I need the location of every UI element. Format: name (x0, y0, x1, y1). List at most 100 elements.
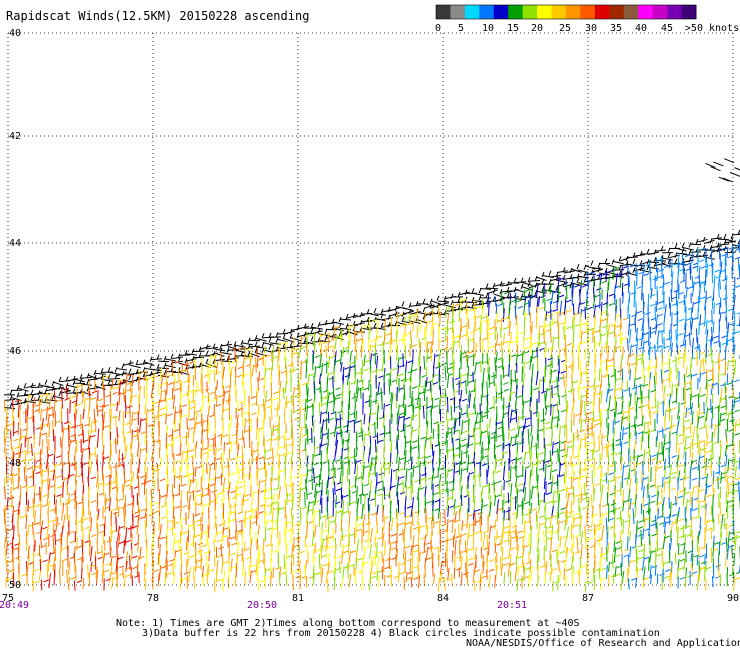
flagged-barb (122, 379, 134, 384)
wind-barb (509, 348, 511, 361)
wind-barb (515, 314, 518, 326)
flagged-barb (388, 307, 400, 312)
wind-barb (250, 486, 252, 497)
wind-barb (586, 280, 590, 294)
wind-barb-flag (636, 377, 642, 380)
wind-barb-flag (566, 515, 572, 519)
wind-barb (136, 563, 139, 578)
wind-barb (396, 522, 399, 536)
wind-barb-flag (398, 468, 404, 472)
flagged-barb (142, 372, 146, 378)
wind-barb (374, 466, 376, 477)
wind-barb (418, 551, 421, 563)
wind-barb (129, 475, 133, 491)
wind-barb (90, 517, 93, 532)
wind-barb-flag (538, 452, 545, 456)
wind-barb-flag (581, 322, 587, 326)
wind-barb (4, 549, 7, 565)
wind-barb (529, 355, 532, 370)
wind-barb (593, 543, 596, 558)
wind-barb (594, 353, 597, 365)
wind-barb (116, 401, 119, 412)
wind-barb-flag (76, 402, 83, 406)
wind-barb (88, 417, 91, 428)
wind-barb (264, 575, 266, 589)
wind-barb (514, 566, 518, 582)
wind-barb (494, 574, 497, 588)
wind-barb-flag (601, 318, 607, 322)
wind-barb (151, 394, 154, 406)
wind-barb (586, 322, 589, 334)
wind-barb (405, 572, 408, 583)
wind-barb (467, 523, 471, 538)
flagged-barb (23, 383, 27, 389)
flagged-barb (465, 301, 478, 304)
wind-barb (627, 489, 631, 502)
wind-barb-flag (363, 368, 370, 372)
flagged-barb (115, 372, 127, 377)
flagged-barb (86, 373, 90, 379)
wind-barb (370, 556, 373, 567)
wind-barb (382, 341, 385, 355)
wind-barb-flag (608, 331, 615, 335)
wind-barb (380, 466, 383, 483)
wind-barb (109, 403, 112, 416)
wind-barb (451, 335, 454, 347)
wind-barb-flag (448, 480, 454, 484)
wind-barb-flag (568, 445, 574, 449)
wind-barb (131, 411, 134, 426)
wind-barb (444, 395, 447, 406)
wind-barb (584, 306, 587, 320)
wind-barb (116, 498, 119, 510)
wind-barb (347, 456, 350, 467)
wind-barb (466, 461, 469, 473)
wind-barb (213, 539, 216, 553)
wind-barb (131, 375, 134, 387)
flagged-barb (401, 301, 405, 307)
wind-barb (312, 400, 315, 411)
wind-barb (89, 511, 91, 522)
wind-barb-flag (43, 579, 49, 583)
wind-barb (473, 341, 475, 353)
wind-barb (565, 403, 569, 419)
wind-barb (291, 544, 294, 559)
wind-barb-flag (476, 315, 482, 318)
wind-barb (607, 324, 610, 338)
wind-barb-flag (575, 512, 581, 516)
wind-barb (530, 485, 534, 500)
wind-barb-flag (365, 432, 371, 436)
wind-barb-flag (330, 411, 337, 415)
wind-barb-flag (405, 521, 412, 525)
wind-barb (641, 415, 644, 427)
wind-barb (138, 403, 141, 415)
wind-barb-flag (210, 443, 216, 447)
wind-barb-flag (412, 526, 419, 530)
wind-barb (319, 411, 322, 424)
wind-barb-flag (462, 467, 468, 471)
wind-barb (32, 503, 35, 518)
flagged-barb (598, 272, 610, 276)
flagged-barb (325, 334, 337, 339)
flagged-barb (472, 292, 484, 296)
wind-barb-flag (587, 306, 593, 310)
wind-barb (124, 503, 126, 516)
wind-barb-flag (358, 387, 364, 391)
wind-barb (514, 305, 517, 319)
wind-barb (306, 428, 309, 445)
wind-barb-flag (615, 546, 622, 550)
wind-barb (291, 495, 294, 511)
wind-barb (138, 508, 141, 521)
wind-barb (439, 311, 441, 327)
wind-barb (320, 563, 322, 577)
wind-barb (424, 380, 427, 394)
flagged-barb (122, 362, 134, 366)
wind-barb-flag (560, 488, 566, 492)
wind-barb (460, 556, 463, 570)
wind-barb (222, 362, 224, 373)
wind-barb-flag (370, 422, 377, 426)
wind-barb (312, 565, 315, 580)
wind-barb (557, 409, 560, 421)
wind-barb-flag (140, 508, 146, 512)
wind-barb (361, 380, 364, 391)
wind-barb (587, 351, 591, 367)
